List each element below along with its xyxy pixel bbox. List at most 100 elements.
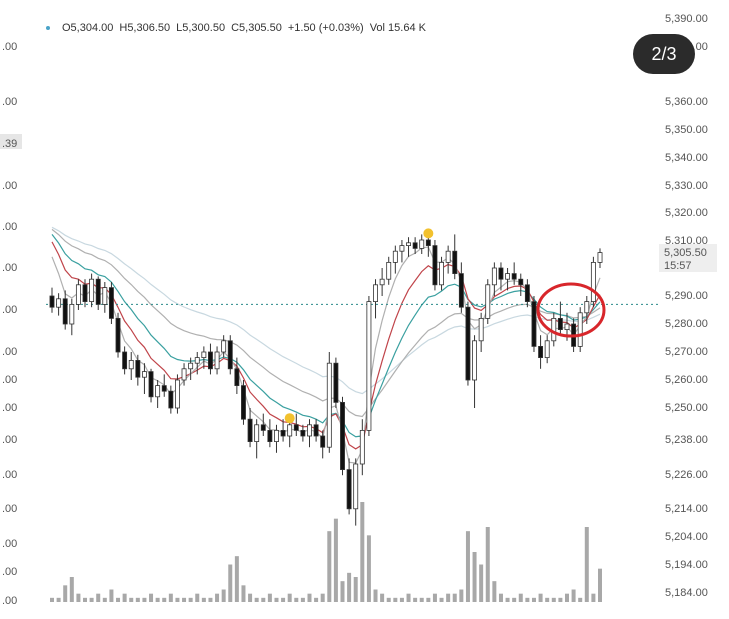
candle-up <box>174 379 180 409</box>
candle-up <box>544 340 550 358</box>
volume-bar <box>380 593 385 602</box>
left-axis-tick-label: .00 <box>2 595 17 607</box>
volume-bar <box>571 589 576 602</box>
volume-bar <box>294 597 299 602</box>
candle-down <box>234 368 240 386</box>
volume-bar <box>287 593 292 602</box>
candle-down <box>260 424 266 431</box>
volume-bar <box>578 597 583 602</box>
candle-down <box>313 424 319 437</box>
candle-up <box>478 317 484 342</box>
candle-down <box>518 278 524 286</box>
volume-bar <box>439 597 444 602</box>
volume-bar <box>168 593 173 602</box>
volume-bar <box>366 535 371 602</box>
volume-bar <box>492 581 497 602</box>
ema-line-red <box>51 241 601 450</box>
candle-down <box>241 385 246 420</box>
candle-up <box>75 284 81 305</box>
ohlc-open: O5,304.00 <box>62 22 114 34</box>
volume-bar <box>505 597 510 602</box>
y-axis-tick-label: 5,390.00 <box>665 13 708 25</box>
volume-bar <box>598 568 602 602</box>
volume-bar <box>116 597 121 602</box>
volume-bar <box>234 556 239 602</box>
candle-down <box>511 273 517 280</box>
volume-bar <box>129 597 134 602</box>
ohlc-change: +1.50 (+0.03%) <box>287 22 364 34</box>
candle-up <box>155 385 161 398</box>
y-axis-tick-label: 5,250.00 <box>665 402 708 414</box>
candle-down <box>82 284 88 302</box>
volume-bar <box>538 593 543 602</box>
candle-up <box>439 261 444 286</box>
left-axis-tick-label: .00 <box>2 374 17 386</box>
candle-down <box>346 469 352 510</box>
volume-bar <box>465 531 470 602</box>
candle-up <box>584 301 590 314</box>
volume-bar <box>347 572 352 602</box>
candle-down <box>208 351 213 370</box>
volume-bar <box>498 593 503 602</box>
volume-bar <box>109 589 114 602</box>
y-axis-tick-label: 5,270.00 <box>665 346 708 358</box>
signal-marker <box>423 228 434 239</box>
candle-up <box>194 357 200 364</box>
candle-down <box>498 267 504 280</box>
volume-bar <box>149 593 154 602</box>
y-axis-tick-label: 5,320.00 <box>665 207 708 219</box>
y-axis-tick-label: 5,340.00 <box>665 152 708 164</box>
left-axis-tick-label: .00 <box>2 402 17 414</box>
candle-down <box>227 340 233 370</box>
candle-up <box>201 351 207 358</box>
candle-down <box>49 295 55 308</box>
volume-bar <box>201 597 206 602</box>
last-price-box <box>659 244 717 272</box>
y-axis-tick-label: 5,350.00 <box>665 124 708 136</box>
candle-down <box>452 250 458 274</box>
volume-bar <box>228 564 233 602</box>
y-axis-tick-label: 5,204.00 <box>665 531 708 543</box>
candle-down <box>247 418 253 443</box>
y-axis-tick-label: 5,360.00 <box>665 96 708 108</box>
signal-marker <box>284 413 295 424</box>
candle-down <box>300 429 306 437</box>
candle-down <box>161 385 167 392</box>
volume-bar <box>525 597 530 602</box>
page-indicator[interactable]: 2/3 <box>633 34 695 74</box>
volume-bar <box>267 593 272 602</box>
ohlc-low: L5,300.50 <box>176 22 226 34</box>
volume-bar <box>518 593 523 602</box>
volume-bar <box>274 597 279 602</box>
left-axis-tick-label: .00 <box>2 503 17 515</box>
candle-up <box>472 340 478 381</box>
candle-up <box>69 303 75 325</box>
candle-down <box>115 317 121 353</box>
candle-down <box>465 306 471 381</box>
ema-line-teal <box>51 234 601 438</box>
volume-bar <box>426 597 431 602</box>
candle-down <box>538 345 544 358</box>
candle-up <box>254 424 260 442</box>
candle-up <box>181 368 187 381</box>
candle-down <box>108 287 114 319</box>
volume-bar <box>195 593 200 602</box>
candle-up <box>56 298 62 308</box>
candle-down <box>267 429 273 442</box>
left-axis-tick-label: .00 <box>2 566 17 578</box>
candle-up <box>89 278 95 303</box>
ohlc-volume: Vol 15.64 K <box>369 22 426 34</box>
volume-bar <box>406 593 411 602</box>
candle-down <box>168 390 174 409</box>
volume-bar <box>545 597 550 602</box>
candle-down <box>458 273 464 308</box>
candle-up <box>373 284 378 302</box>
candle-up <box>274 429 279 442</box>
candle-down <box>340 401 345 470</box>
candle-up <box>505 273 511 280</box>
left-axis-tick-label: .00 <box>2 304 17 316</box>
candle-up <box>353 463 359 510</box>
volume-bar <box>63 585 68 602</box>
